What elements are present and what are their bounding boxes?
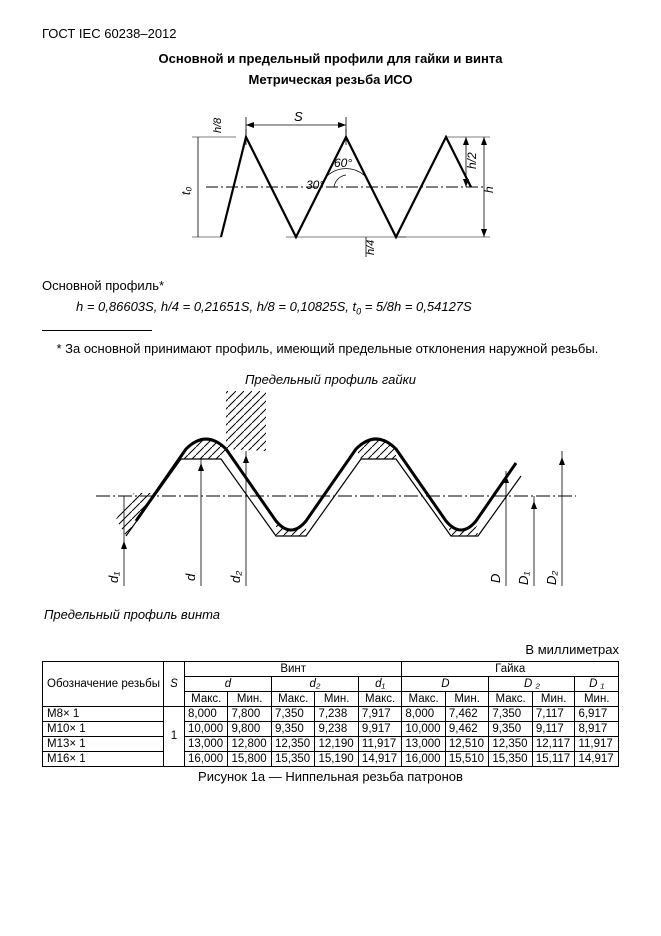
- label-D1: D₁: [516, 571, 531, 585]
- label-h4: h/4: [365, 239, 377, 254]
- label-t0: t₀: [179, 186, 193, 194]
- th-max: Макс.: [402, 691, 445, 706]
- th-min: Мин.: [315, 691, 358, 706]
- label-h8: h/8: [212, 116, 224, 132]
- th-max: Макс.: [358, 691, 401, 706]
- limit-nut-title: Предельный профиль гайки: [42, 372, 619, 387]
- figure-caption: Рисунок 1а — Ниппельная резьба патронов: [42, 769, 619, 784]
- th-designation: Обозначение резьбы: [43, 661, 164, 706]
- th-screw: Винт: [184, 661, 401, 676]
- th-min: Мин.: [445, 691, 488, 706]
- footnote: * За основной принимают профиль, имеющий…: [42, 339, 619, 360]
- th-nut: Гайка: [402, 661, 619, 676]
- th-d2: d₂: [271, 676, 358, 691]
- table-row: M8× 118,0007,8007,3507,2387,9178,0007,46…: [43, 706, 619, 721]
- title-line-1: Основной и предельный профили для гайки …: [42, 49, 619, 70]
- diagram-limit-profile: d₁ d d₂ D D₁ D₂: [42, 391, 619, 599]
- doc-header: ГОСТ IEC 60238–2012: [42, 26, 619, 41]
- units-label: В миллиметрах: [42, 642, 619, 657]
- basic-profile-label: Основной профиль*: [42, 278, 619, 293]
- th-S: S: [163, 661, 184, 706]
- dimensions-table: Обозначение резьбы S Винт Гайка d d₂ d₁ …: [42, 661, 619, 767]
- label-h: h: [482, 186, 496, 193]
- th-D1: D ₁: [575, 676, 619, 691]
- formula: h = 0,86603S, h/4 = 0,21651S, h/8 = 0,10…: [42, 299, 619, 317]
- limit-screw-caption: Предельный профиль винта: [44, 607, 619, 622]
- table-row: M10× 110,0009,8009,3509,2389,91710,0009,…: [43, 721, 619, 736]
- label-d: d: [183, 573, 198, 581]
- label-D2: D₂: [544, 571, 559, 585]
- th-max: Макс.: [271, 691, 314, 706]
- label-d1: d₁: [106, 572, 121, 583]
- th-max: Макс.: [489, 691, 532, 706]
- label-30: 30°: [306, 178, 324, 192]
- th-min: Мин.: [228, 691, 271, 706]
- diagram-basic-profile: S h/8 60° 30° t₀ h/2 h: [42, 97, 619, 270]
- th-D: D: [402, 676, 489, 691]
- title-line-2: Метрическая резьба ИСО: [42, 70, 619, 91]
- th-min: Мин.: [575, 691, 619, 706]
- label-60: 60°: [334, 156, 352, 170]
- th-d1: d₁: [358, 676, 401, 691]
- label-d2: d₂: [228, 571, 243, 583]
- footnote-rule: [42, 330, 152, 331]
- th-d: d: [184, 676, 271, 691]
- label-S: S: [294, 109, 303, 124]
- label-h2: h/2: [465, 152, 479, 169]
- table-row: M13× 113,00012,80012,35012,19011,91713,0…: [43, 736, 619, 751]
- th-min: Мин.: [532, 691, 575, 706]
- table-row: M16× 116,00015,80015,35015,19014,91716,0…: [43, 751, 619, 766]
- label-D: D: [488, 574, 503, 583]
- th-D2: D ₂: [489, 676, 575, 691]
- th-max: Макс.: [184, 691, 227, 706]
